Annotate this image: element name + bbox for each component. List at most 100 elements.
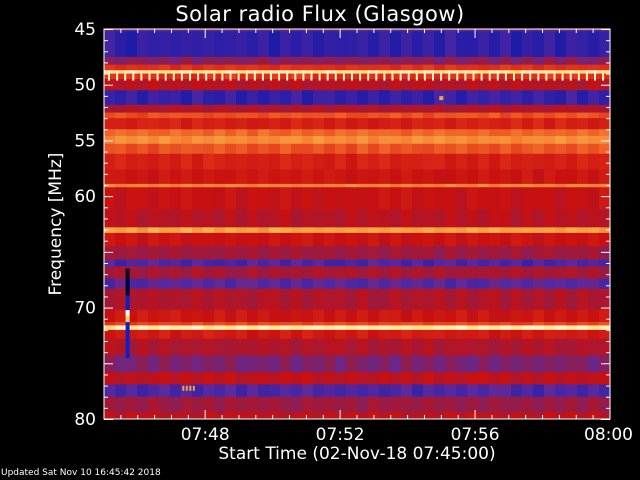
frequency-band-cell <box>489 31 501 58</box>
frequency-band-cell <box>258 183 270 188</box>
frequency-band-cell <box>181 266 193 279</box>
interference-dot <box>569 73 572 81</box>
frequency-band-cell <box>181 112 193 119</box>
frequency-band-cell <box>368 266 380 279</box>
frequency-band-cell <box>335 209 347 228</box>
frequency-band-cell <box>126 246 138 261</box>
frequency-band-cell <box>500 329 512 340</box>
frequency-band-cell <box>566 31 578 58</box>
frequency-band-cell <box>137 70 149 74</box>
frequency-band-cell <box>522 384 534 398</box>
frequency-band-cell <box>302 73 314 80</box>
frequency-band-cell <box>170 112 182 119</box>
frequency-band-cell <box>599 396 611 413</box>
frequency-band-cell <box>577 169 589 185</box>
frequency-band-cell <box>324 355 336 373</box>
frequency-band-cell <box>159 322 171 326</box>
frequency-band-cell <box>159 259 171 267</box>
frequency-band-cell <box>434 31 446 58</box>
frequency-band-cell <box>170 31 182 58</box>
frequency-band-cell <box>115 129 127 137</box>
frequency-band-cell <box>170 129 182 137</box>
frequency-band-cell <box>324 278 336 290</box>
frequency-band-cell <box>280 329 292 340</box>
frequency-band-cell <box>555 104 567 113</box>
frequency-band-cell <box>588 112 600 119</box>
frequency-band-cell <box>544 266 556 279</box>
frequency-band-cell <box>104 227 116 234</box>
frequency-band-cell <box>280 259 292 267</box>
frequency-band-cell <box>401 355 413 373</box>
frequency-band-cell <box>302 227 314 234</box>
frequency-band-cell <box>544 79 556 91</box>
frequency-band-cell <box>302 329 314 340</box>
frequency-band-cell <box>489 322 501 326</box>
frequency-band-cell <box>126 266 138 279</box>
frequency-band-cell <box>401 288 413 311</box>
frequency-band-cell <box>148 153 160 170</box>
frequency-band-cell <box>269 209 281 228</box>
frequency-band-cell <box>357 259 369 267</box>
frequency-band-cell <box>588 384 600 398</box>
frequency-band-cell <box>258 79 270 91</box>
frequency-band-cell <box>456 169 468 185</box>
frequency-band-cell <box>423 56 435 66</box>
frequency-band-cell <box>588 309 600 323</box>
frequency-band-cell <box>368 288 380 311</box>
frequency-band-cell <box>379 118 391 130</box>
frequency-band-cell <box>368 56 380 66</box>
frequency-band-cell <box>269 31 281 58</box>
frequency-band-cell <box>115 90 127 106</box>
frequency-band-cell <box>181 227 193 234</box>
frequency-band-cell <box>467 90 479 106</box>
frequency-band-cell <box>522 143 534 155</box>
frequency-band-cell <box>247 153 259 170</box>
frequency-band-cell <box>566 209 578 228</box>
frequency-band-cell <box>247 266 259 279</box>
frequency-band-cell <box>126 118 138 130</box>
frequency-band-cell <box>280 169 292 185</box>
frequency-band-cell <box>522 64 534 71</box>
frequency-band-cell <box>544 209 556 228</box>
frequency-band-cell <box>401 56 413 66</box>
frequency-band-cell <box>566 322 578 326</box>
frequency-band-cell <box>247 338 259 356</box>
frequency-band-cell <box>225 384 237 398</box>
frequency-band-cell <box>225 90 237 106</box>
frequency-band-cell <box>203 412 215 420</box>
frequency-band-cell <box>225 309 237 323</box>
interference-dot <box>108 73 110 81</box>
frequency-band-cell <box>346 64 358 71</box>
frequency-band-cell <box>434 232 446 247</box>
burst-segment <box>125 295 130 299</box>
frequency-band-cell <box>588 338 600 356</box>
frequency-band-cell <box>126 288 138 311</box>
frequency-band-cell <box>159 325 171 331</box>
frequency-band-cell <box>137 355 149 373</box>
frequency-band-cell <box>511 112 523 119</box>
frequency-band-cell <box>148 104 160 113</box>
frequency-band-cell <box>379 329 391 340</box>
frequency-band-cell <box>258 104 270 113</box>
frequency-band-cell <box>577 227 589 234</box>
frequency-band-cell <box>258 29 270 32</box>
frequency-band-cell <box>225 31 237 58</box>
frequency-band-cell <box>148 135 160 145</box>
frequency-band-cell <box>148 384 160 398</box>
frequency-band-cell <box>302 64 314 71</box>
frequency-band-cell <box>423 135 435 145</box>
frequency-band-cell <box>489 259 501 267</box>
frequency-band-cell <box>302 355 314 373</box>
frequency-band-cell <box>368 384 380 398</box>
frequency-band-cell <box>192 29 204 32</box>
frequency-band-cell <box>423 322 435 326</box>
frequency-band-cell <box>522 187 534 210</box>
frequency-band-cell <box>500 129 512 137</box>
frequency-band-cell <box>412 309 424 323</box>
frequency-band-cell <box>544 29 556 32</box>
frequency-band-cell <box>599 31 611 58</box>
frequency-band-cell <box>159 209 171 228</box>
frequency-band-cell <box>522 90 534 106</box>
interference-dot <box>545 73 548 81</box>
